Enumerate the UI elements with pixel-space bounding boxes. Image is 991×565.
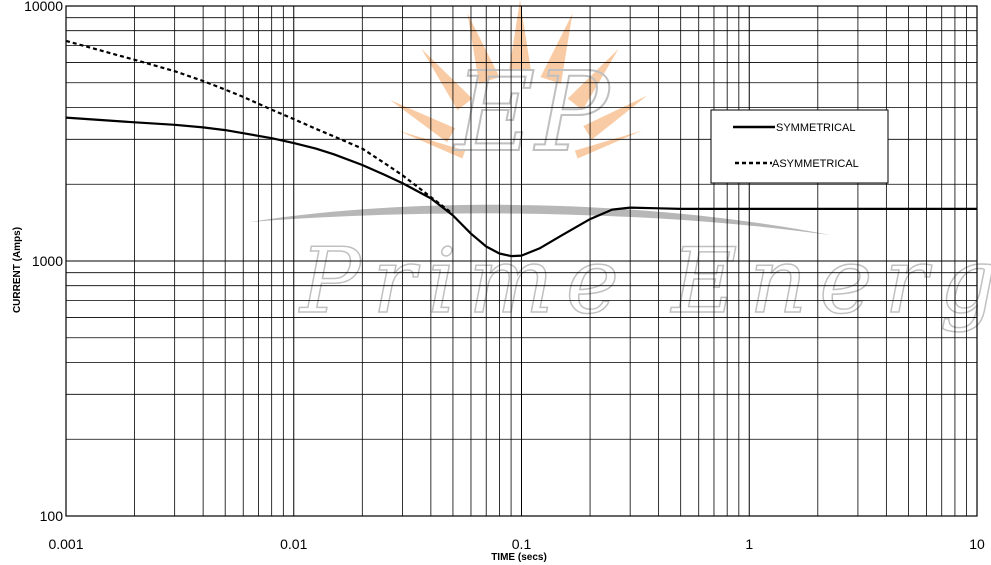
sun-ray: [421, 48, 473, 111]
x-tick-label: 0.001: [48, 536, 83, 552]
series-line-asymmetrical: [65, 39, 454, 215]
watermark-monogram: EP: [453, 48, 611, 176]
plot-area-frame: [65, 5, 978, 517]
x-tick-label: 10: [969, 536, 985, 552]
x-axis-ticks: 0.001 0.01 0.1 1 10: [48, 536, 985, 552]
plot-grid: [65, 6, 977, 517]
watermark-logo: EP Prime Energy: [250, 0, 991, 335]
watermark-swoosh: [250, 204, 830, 235]
sun-ray: [390, 100, 456, 143]
x-tick-label: 0.1: [512, 536, 532, 552]
y-tick-label: 100: [40, 508, 64, 524]
series-line-symmetrical: [65, 116, 977, 258]
y-axis-label: CURRENT (Amps): [12, 227, 23, 313]
sun-ray: [397, 130, 466, 159]
legend-label-symmetrical: SYMMETRICAL: [776, 122, 855, 134]
y-tick-label: 10000: [24, 0, 63, 14]
chart-legend: SYMMETRICAL ASYMMETRICAL: [710, 109, 889, 184]
legend-box: [710, 109, 889, 184]
sun-ray: [574, 130, 643, 159]
legend-label-asymmetrical: ASYMMETRICAL: [772, 158, 859, 170]
watermark-text: Prime Energy: [298, 229, 991, 334]
x-tick-label: 0.01: [280, 536, 307, 552]
y-axis-ticks: 100 1000 10000: [24, 0, 63, 524]
sun-ray: [567, 48, 619, 111]
y-tick-label: 1000: [32, 253, 63, 269]
x-axis-label: TIME (secs): [491, 552, 547, 563]
sun-ray: [583, 95, 648, 140]
x-tick-label: 1: [745, 536, 753, 552]
series-layer: [65, 39, 977, 258]
sun-ray: [509, 0, 531, 71]
